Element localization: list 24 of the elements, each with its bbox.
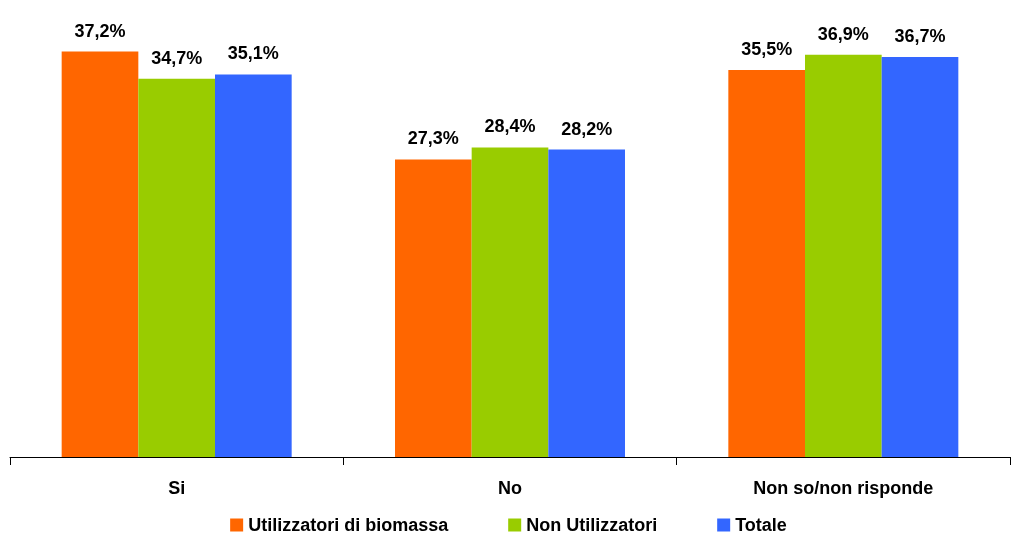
data-label: 27,3% <box>407 128 459 149</box>
x-tick-label: Non so/non risponde <box>753 478 934 498</box>
bar <box>805 54 882 457</box>
x-tick-label: Si <box>168 478 186 498</box>
data-label: 36,9% <box>817 23 869 44</box>
bar <box>881 56 959 457</box>
bar <box>215 74 292 457</box>
data-label: 34,7% <box>151 47 203 68</box>
bar <box>471 147 549 457</box>
bar <box>395 159 472 457</box>
data-label: 36,7% <box>894 25 946 46</box>
legend-label: Utilizzatori di biomassa <box>248 515 450 535</box>
data-label: 37,2% <box>74 20 126 41</box>
x-tick-label: No <box>498 478 522 498</box>
legend-label: Totale <box>735 515 787 535</box>
data-label: 35,5% <box>741 39 793 60</box>
bar <box>728 70 805 457</box>
bar <box>548 149 625 457</box>
bar <box>61 51 139 457</box>
data-label: 35,1% <box>227 43 279 64</box>
bar <box>138 78 215 457</box>
legend-label: Non Utilizzatori <box>526 515 658 535</box>
data-label: 28,2% <box>561 118 613 139</box>
data-label: 28,4% <box>484 116 536 137</box>
